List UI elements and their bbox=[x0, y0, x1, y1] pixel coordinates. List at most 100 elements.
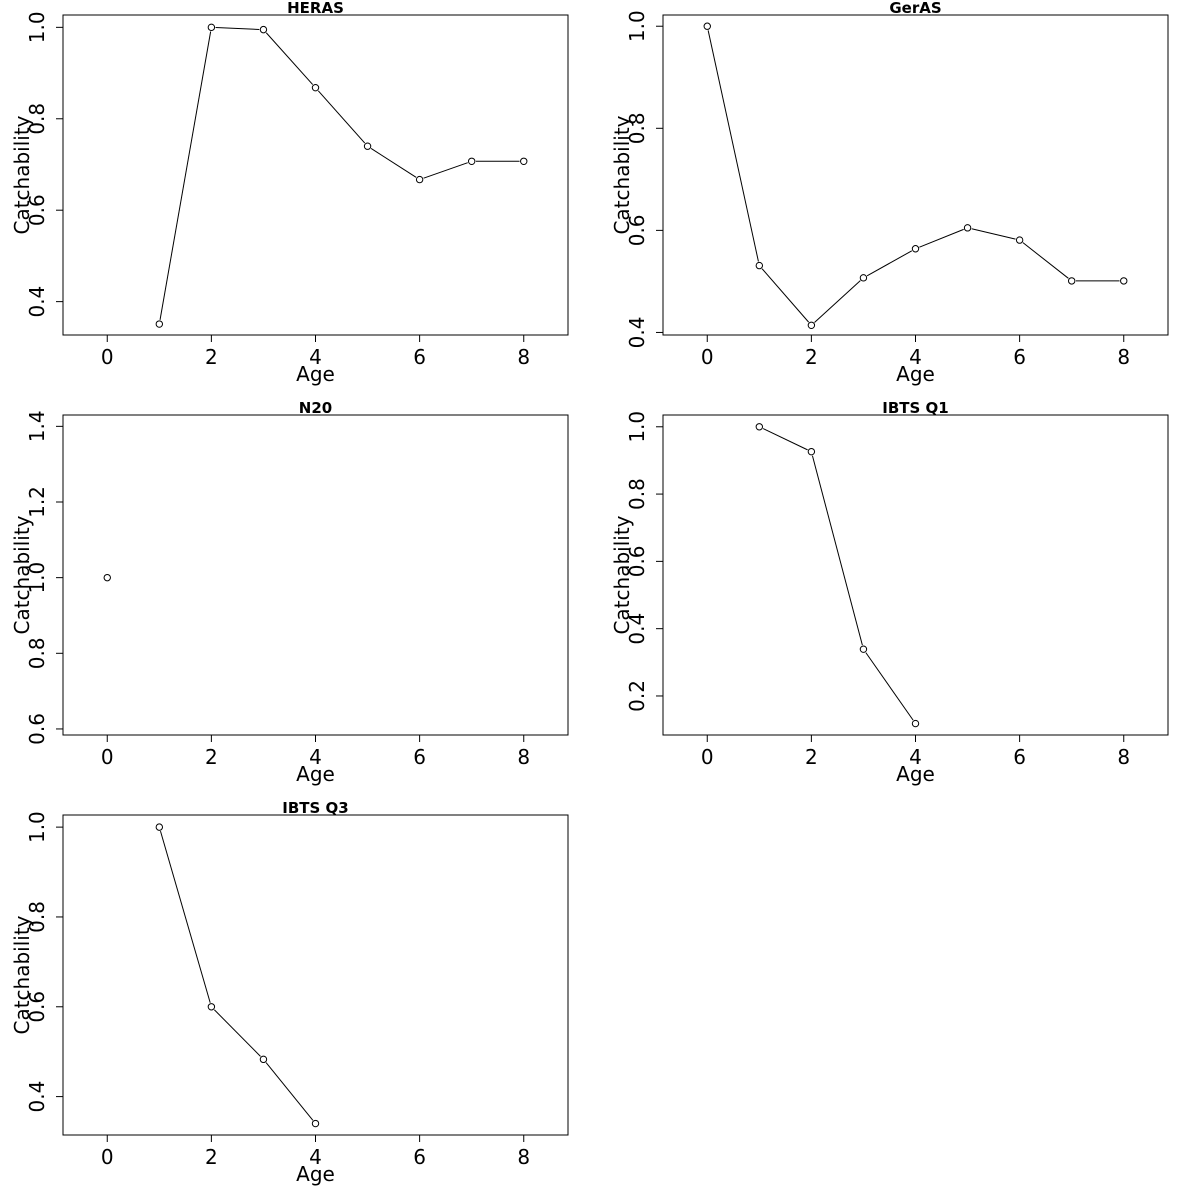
y-tick-label: 1.0 bbox=[25, 811, 49, 843]
data-point bbox=[963, 224, 972, 232]
x-tick-label: 4 bbox=[909, 745, 922, 769]
x-tick-label: 8 bbox=[517, 1145, 530, 1169]
plot-frame bbox=[62, 14, 569, 336]
x-tick-label: 0 bbox=[701, 345, 714, 369]
plot-frame bbox=[62, 814, 569, 1136]
panel-title: N20 bbox=[299, 399, 332, 417]
series-line-segment bbox=[265, 1062, 314, 1121]
y-tick-label: 0.6 bbox=[25, 713, 49, 745]
x-tick-label: 4 bbox=[309, 745, 322, 769]
series-line-segment bbox=[762, 428, 808, 451]
series-line-segment bbox=[814, 280, 861, 323]
series-line-segment bbox=[159, 31, 212, 320]
series-line-segment bbox=[971, 228, 1016, 240]
x-axis-label: Age bbox=[896, 762, 935, 786]
data-point bbox=[755, 423, 764, 431]
panel-3: N20 0 2 4 6 8 0.6 0.8 1.0 1.2 1.4 Age Catchability bbox=[10, 399, 569, 786]
x-tick-label: 2 bbox=[205, 745, 218, 769]
y-tick-label: 0.2 bbox=[625, 680, 649, 712]
y-tick-label: 1.0 bbox=[625, 10, 649, 42]
panel-2: GerAS 0 2 4 6 8 0.4 0.6 0.8 1.0 Age Catchability bbox=[610, 0, 1169, 386]
y-axis-label: Catchability bbox=[10, 915, 34, 1034]
y-tick-label: 0.6 bbox=[625, 214, 649, 246]
y-tick-label: 0.8 bbox=[25, 901, 49, 933]
y-tick-label: 0.8 bbox=[25, 103, 49, 135]
x-tick-label: 2 bbox=[205, 345, 218, 369]
data-point bbox=[859, 274, 868, 282]
series-line-segment bbox=[866, 250, 913, 277]
panel-1: HERAS 0 2 4 6 8 0.4 0.6 0.8 1.0 Age Catchability bbox=[10, 0, 569, 386]
x-tick-label: 6 bbox=[1013, 745, 1026, 769]
series-line-segment bbox=[265, 32, 314, 85]
series-line-segment bbox=[370, 148, 417, 178]
data-point bbox=[1015, 236, 1024, 244]
data-point bbox=[311, 83, 320, 92]
y-tick-label: 0.4 bbox=[25, 1081, 49, 1113]
x-tick-label: 0 bbox=[101, 1145, 114, 1169]
plot-frame bbox=[62, 414, 569, 736]
x-tick-label: 4 bbox=[909, 345, 922, 369]
x-tick-label: 4 bbox=[309, 1145, 322, 1169]
x-tick-label: 2 bbox=[205, 1145, 218, 1169]
x-tick-label: 0 bbox=[101, 745, 114, 769]
x-axis-label: Age bbox=[296, 362, 335, 386]
data-point bbox=[1120, 277, 1128, 285]
series-line-segment bbox=[707, 30, 759, 262]
x-tick-label: 0 bbox=[101, 345, 114, 369]
x-tick-label: 8 bbox=[517, 345, 530, 369]
x-tick-label: 8 bbox=[1117, 745, 1130, 769]
data-point bbox=[363, 142, 372, 150]
series-line-segment bbox=[919, 228, 964, 248]
data-point bbox=[807, 447, 816, 456]
y-tick-label: 0.8 bbox=[25, 637, 49, 669]
data-point bbox=[207, 1003, 216, 1011]
data-point bbox=[207, 23, 216, 32]
x-tick-label: 2 bbox=[805, 745, 818, 769]
data-point bbox=[415, 175, 424, 184]
y-axis-label: Catchability bbox=[610, 515, 634, 634]
series-line-segment bbox=[423, 162, 468, 179]
x-tick-label: 4 bbox=[309, 345, 322, 369]
data-point bbox=[911, 719, 920, 728]
x-tick-label: 2 bbox=[805, 345, 818, 369]
data-point bbox=[703, 22, 711, 30]
y-tick-label: 0.4 bbox=[625, 613, 649, 645]
y-axis-label: Catchability bbox=[610, 115, 634, 234]
y-tick-label: 0.8 bbox=[625, 112, 649, 144]
panel-title: IBTS Q3 bbox=[282, 799, 348, 817]
series-line-segment bbox=[215, 27, 260, 30]
series-line-segment bbox=[865, 652, 914, 721]
y-tick-label: 1.0 bbox=[25, 11, 49, 43]
panel-title: GerAS bbox=[889, 0, 941, 17]
y-tick-label: 1.0 bbox=[625, 411, 649, 443]
data-point bbox=[259, 25, 268, 34]
panel-title: IBTS Q1 bbox=[882, 399, 948, 417]
x-tick-label: 8 bbox=[517, 745, 530, 769]
data-point bbox=[259, 1055, 268, 1064]
data-point bbox=[467, 157, 476, 165]
series-line-segment bbox=[761, 268, 809, 323]
data-point bbox=[807, 321, 816, 330]
series-line-segment bbox=[317, 90, 366, 144]
y-tick-label: 0.6 bbox=[25, 194, 49, 226]
y-tick-label: 1.0 bbox=[25, 562, 49, 594]
y-tick-label: 0.6 bbox=[625, 545, 649, 577]
panel-5: IBTS Q3 0 2 4 6 8 0.4 0.6 0.8 1.0 Age Catchability bbox=[10, 799, 569, 1186]
series-line-segment bbox=[1022, 242, 1069, 279]
series-line-segment bbox=[811, 455, 863, 646]
y-tick-label: 0.4 bbox=[25, 286, 49, 318]
x-axis-label: Age bbox=[896, 362, 935, 386]
panel-4: IBTS Q1 0 2 4 6 8 0.2 0.4 0.6 0.8 1.0 Age Catchabili… bbox=[610, 399, 1169, 786]
data-point bbox=[911, 245, 920, 253]
x-tick-label: 6 bbox=[413, 745, 426, 769]
y-tick-label: 1.4 bbox=[25, 410, 49, 442]
panel-title: HERAS bbox=[287, 0, 344, 17]
y-tick-label: 0.4 bbox=[625, 317, 649, 349]
series-line-segment bbox=[160, 831, 211, 1003]
y-axis-label: Catchability bbox=[10, 515, 34, 634]
data-point bbox=[859, 645, 868, 653]
data-point bbox=[755, 261, 764, 270]
data-point bbox=[1067, 277, 1076, 285]
x-tick-label: 6 bbox=[413, 345, 426, 369]
